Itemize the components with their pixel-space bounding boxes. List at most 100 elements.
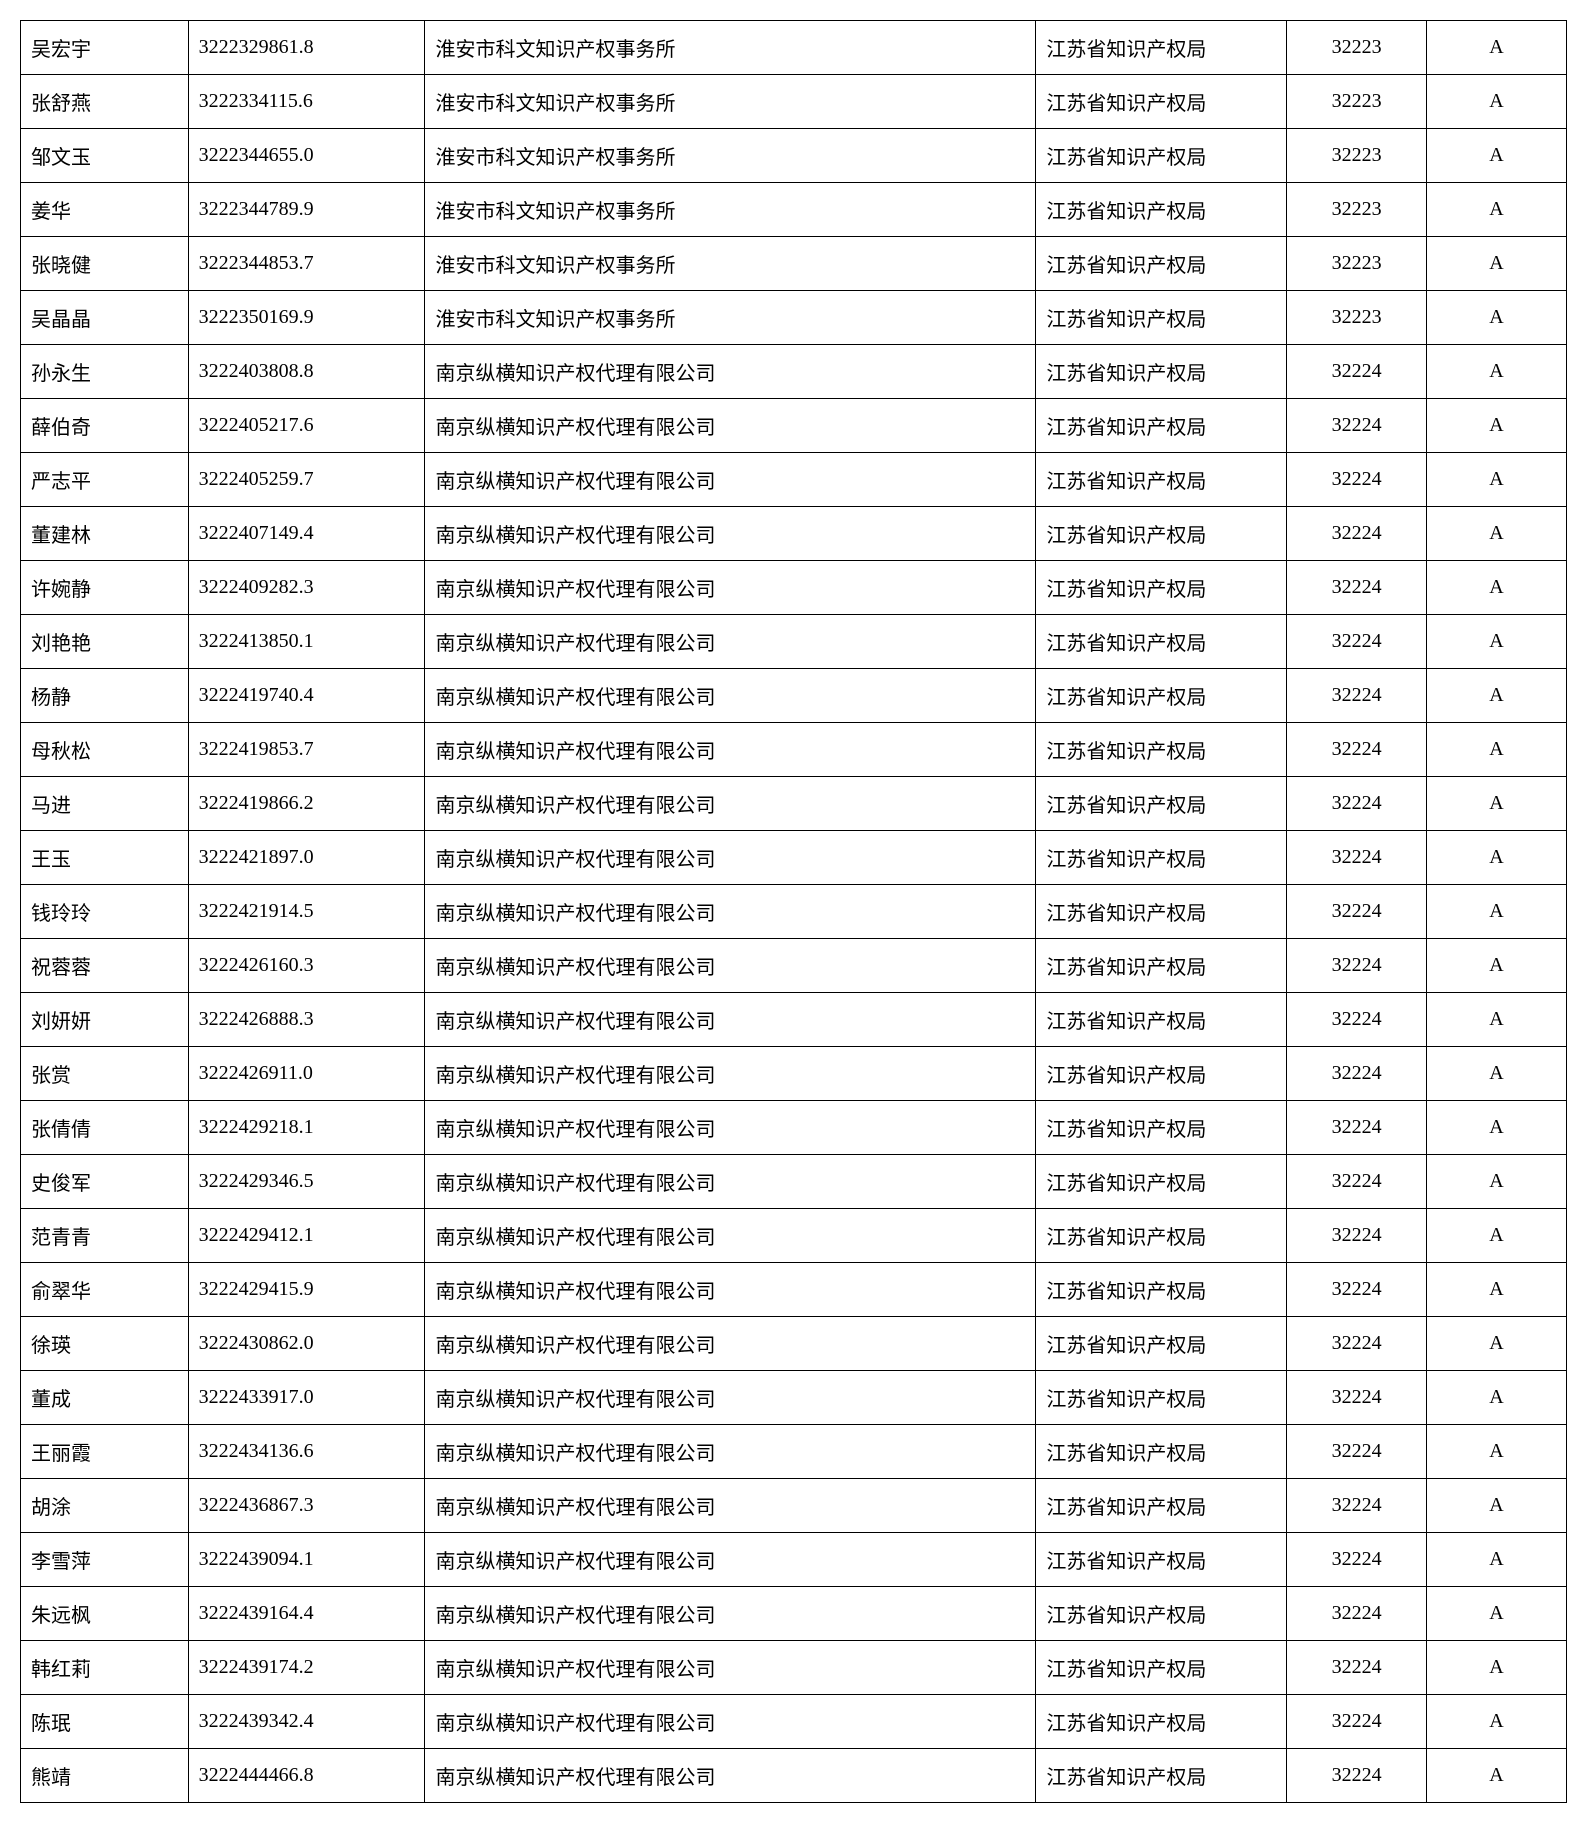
cell-name: 俞翠华	[21, 1263, 189, 1317]
cell-name: 吴晶晶	[21, 291, 189, 345]
cell-bureau: 江苏省知识产权局	[1036, 1209, 1287, 1263]
cell-grade: A	[1427, 1587, 1567, 1641]
table-row: 邹文玉3222344655.0淮安市科文知识产权事务所江苏省知识产权局32223…	[21, 129, 1567, 183]
cell-grade: A	[1427, 129, 1567, 183]
cell-name: 吴宏宇	[21, 21, 189, 75]
cell-name: 陈珉	[21, 1695, 189, 1749]
cell-grade: A	[1427, 723, 1567, 777]
cell-id: 3222403808.8	[188, 345, 425, 399]
cell-bureau: 江苏省知识产权局	[1036, 1749, 1287, 1803]
table-row: 王玉3222421897.0南京纵横知识产权代理有限公司江苏省知识产权局3222…	[21, 831, 1567, 885]
cell-code: 32224	[1287, 723, 1427, 777]
cell-code: 32223	[1287, 21, 1427, 75]
cell-name: 刘妍妍	[21, 993, 189, 1047]
cell-name: 张晓健	[21, 237, 189, 291]
cell-name: 范青青	[21, 1209, 189, 1263]
table-row: 刘艳艳3222413850.1南京纵横知识产权代理有限公司江苏省知识产权局322…	[21, 615, 1567, 669]
table-row: 张舒燕3222334115.6淮安市科文知识产权事务所江苏省知识产权局32223…	[21, 75, 1567, 129]
table-row: 俞翠华3222429415.9南京纵横知识产权代理有限公司江苏省知识产权局322…	[21, 1263, 1567, 1317]
cell-id: 3222439342.4	[188, 1695, 425, 1749]
cell-id: 3222439164.4	[188, 1587, 425, 1641]
cell-bureau: 江苏省知识产权局	[1036, 1101, 1287, 1155]
cell-name: 董建林	[21, 507, 189, 561]
cell-grade: A	[1427, 561, 1567, 615]
cell-code: 32224	[1287, 1155, 1427, 1209]
cell-id: 3222439174.2	[188, 1641, 425, 1695]
cell-org: 淮安市科文知识产权事务所	[425, 237, 1036, 291]
cell-id: 3222405259.7	[188, 453, 425, 507]
cell-code: 32224	[1287, 831, 1427, 885]
cell-bureau: 江苏省知识产权局	[1036, 669, 1287, 723]
table-row: 杨静3222419740.4南京纵横知识产权代理有限公司江苏省知识产权局3222…	[21, 669, 1567, 723]
cell-org: 南京纵横知识产权代理有限公司	[425, 345, 1036, 399]
cell-bureau: 江苏省知识产权局	[1036, 1371, 1287, 1425]
cell-bureau: 江苏省知识产权局	[1036, 723, 1287, 777]
data-table: 吴宏宇3222329861.8淮安市科文知识产权事务所江苏省知识产权局32223…	[20, 20, 1567, 1803]
cell-org: 南京纵横知识产权代理有限公司	[425, 1695, 1036, 1749]
cell-grade: A	[1427, 831, 1567, 885]
cell-id: 3222419740.4	[188, 669, 425, 723]
cell-id: 3222409282.3	[188, 561, 425, 615]
cell-org: 南京纵横知识产权代理有限公司	[425, 615, 1036, 669]
cell-id: 3222429218.1	[188, 1101, 425, 1155]
cell-code: 32224	[1287, 885, 1427, 939]
cell-org: 南京纵横知识产权代理有限公司	[425, 939, 1036, 993]
cell-grade: A	[1427, 1047, 1567, 1101]
cell-name: 杨静	[21, 669, 189, 723]
cell-id: 3222434136.6	[188, 1425, 425, 1479]
cell-bureau: 江苏省知识产权局	[1036, 561, 1287, 615]
cell-name: 姜华	[21, 183, 189, 237]
cell-org: 南京纵横知识产权代理有限公司	[425, 831, 1036, 885]
cell-name: 张赏	[21, 1047, 189, 1101]
cell-code: 32224	[1287, 507, 1427, 561]
cell-code: 32223	[1287, 75, 1427, 129]
cell-grade: A	[1427, 777, 1567, 831]
cell-code: 32224	[1287, 1641, 1427, 1695]
cell-code: 32224	[1287, 453, 1427, 507]
cell-code: 32224	[1287, 1533, 1427, 1587]
cell-name: 严志平	[21, 453, 189, 507]
cell-name: 马进	[21, 777, 189, 831]
cell-name: 刘艳艳	[21, 615, 189, 669]
cell-bureau: 江苏省知识产权局	[1036, 993, 1287, 1047]
cell-grade: A	[1427, 1263, 1567, 1317]
cell-grade: A	[1427, 1155, 1567, 1209]
table-row: 韩红莉3222439174.2南京纵横知识产权代理有限公司江苏省知识产权局322…	[21, 1641, 1567, 1695]
cell-name: 胡涂	[21, 1479, 189, 1533]
cell-org: 南京纵横知识产权代理有限公司	[425, 1641, 1036, 1695]
cell-name: 孙永生	[21, 345, 189, 399]
cell-code: 32224	[1287, 993, 1427, 1047]
table-row: 薛伯奇3222405217.6南京纵横知识产权代理有限公司江苏省知识产权局322…	[21, 399, 1567, 453]
cell-id: 3222421897.0	[188, 831, 425, 885]
cell-id: 3222405217.6	[188, 399, 425, 453]
table-row: 吴宏宇3222329861.8淮安市科文知识产权事务所江苏省知识产权局32223…	[21, 21, 1567, 75]
cell-bureau: 江苏省知识产权局	[1036, 777, 1287, 831]
cell-id: 3222344789.9	[188, 183, 425, 237]
table-row: 母秋松3222419853.7南京纵横知识产权代理有限公司江苏省知识产权局322…	[21, 723, 1567, 777]
cell-code: 32223	[1287, 183, 1427, 237]
cell-bureau: 江苏省知识产权局	[1036, 1641, 1287, 1695]
cell-org: 南京纵横知识产权代理有限公司	[425, 1533, 1036, 1587]
cell-name: 王丽霞	[21, 1425, 189, 1479]
cell-id: 3222429415.9	[188, 1263, 425, 1317]
table-row: 刘妍妍3222426888.3南京纵横知识产权代理有限公司江苏省知识产权局322…	[21, 993, 1567, 1047]
cell-bureau: 江苏省知识产权局	[1036, 1587, 1287, 1641]
cell-name: 徐瑛	[21, 1317, 189, 1371]
cell-code: 32224	[1287, 1371, 1427, 1425]
cell-id: 3222444466.8	[188, 1749, 425, 1803]
cell-code: 32224	[1287, 1047, 1427, 1101]
cell-grade: A	[1427, 21, 1567, 75]
table-row: 朱远枫3222439164.4南京纵横知识产权代理有限公司江苏省知识产权局322…	[21, 1587, 1567, 1641]
table-row: 王丽霞3222434136.6南京纵横知识产权代理有限公司江苏省知识产权局322…	[21, 1425, 1567, 1479]
cell-bureau: 江苏省知识产权局	[1036, 1047, 1287, 1101]
table-row: 陈珉3222439342.4南京纵横知识产权代理有限公司江苏省知识产权局3222…	[21, 1695, 1567, 1749]
cell-grade: A	[1427, 1479, 1567, 1533]
cell-bureau: 江苏省知识产权局	[1036, 237, 1287, 291]
cell-id: 3222426911.0	[188, 1047, 425, 1101]
table-row: 史俊军3222429346.5南京纵横知识产权代理有限公司江苏省知识产权局322…	[21, 1155, 1567, 1209]
cell-grade: A	[1427, 237, 1567, 291]
cell-bureau: 江苏省知识产权局	[1036, 1263, 1287, 1317]
cell-code: 32224	[1287, 939, 1427, 993]
cell-id: 3222426888.3	[188, 993, 425, 1047]
cell-bureau: 江苏省知识产权局	[1036, 1533, 1287, 1587]
